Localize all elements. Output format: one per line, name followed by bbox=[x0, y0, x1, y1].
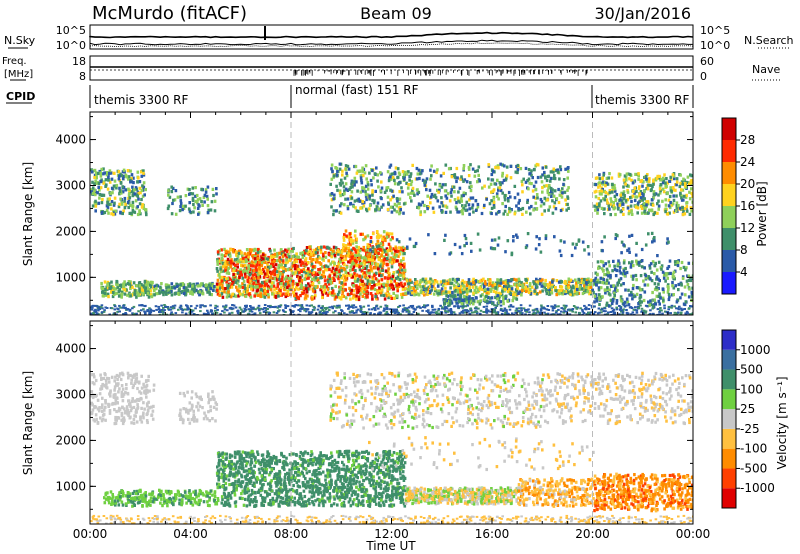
x-tick-label: 04:00 bbox=[173, 527, 208, 541]
freq-left-tick-top: 18 bbox=[72, 55, 86, 68]
date-title: 30/Jan/2016 bbox=[594, 4, 691, 23]
colorbar-segment bbox=[722, 409, 736, 429]
y-tick-label: 4000 bbox=[55, 342, 86, 356]
power-colorbar-label: Power [dB] bbox=[755, 181, 769, 246]
y-tick-label: 2000 bbox=[55, 224, 86, 238]
colorbar-segment bbox=[722, 369, 736, 390]
noise-right-tick-top: 10^5 bbox=[700, 24, 730, 37]
colorbar-segment bbox=[722, 428, 736, 449]
x-tick-label: 16:00 bbox=[475, 527, 510, 541]
power-colorbar-tick: 20 bbox=[740, 177, 755, 191]
colorbar-segment bbox=[722, 389, 736, 410]
y-tick-label: 3000 bbox=[55, 178, 86, 192]
radar-title: McMurdo (fitACF) bbox=[92, 3, 247, 24]
colorbar-segment bbox=[722, 206, 736, 228]
freq-right-tick-top: 60 bbox=[700, 55, 714, 68]
velocity-colorbar-tick: -100 bbox=[740, 442, 767, 456]
velocity-colorbar-tick: -1000 bbox=[740, 481, 775, 495]
velocity-ylabel: Slant Range [km] bbox=[21, 371, 35, 475]
y-tick-label: 2000 bbox=[55, 433, 86, 447]
cpid-panel: CPID themis 3300 RF normal (fast) 151 RF… bbox=[6, 83, 694, 108]
y-tick-label: 3000 bbox=[55, 387, 86, 401]
y-tick-label: 1000 bbox=[55, 479, 86, 493]
x-tick-label: 20:00 bbox=[575, 527, 610, 541]
power-colorbar-tick: 8 bbox=[740, 243, 748, 257]
velocity-colorbar-tick: -25 bbox=[740, 422, 760, 436]
beam-title: Beam 09 bbox=[360, 4, 432, 23]
time-axis: 00:00 04:00 08:00 12:00 16:00 20:00 00:00 bbox=[73, 527, 711, 541]
y-tick-label: 4000 bbox=[55, 133, 86, 147]
velocity-colorbar-tick: 100 bbox=[740, 382, 763, 396]
power-ylabel: Slant Range [km] bbox=[21, 162, 35, 266]
velocity-colorbar-label: Velocity [m s⁻¹] bbox=[775, 376, 789, 469]
velocity-colorbar-tick: 25 bbox=[740, 402, 755, 416]
x-tick-label: 00:00 bbox=[676, 527, 711, 541]
noise-search-label: N.Search bbox=[744, 34, 794, 47]
x-tick-label: 08:00 bbox=[274, 527, 309, 541]
freq-label: Freq. bbox=[2, 56, 27, 67]
cpid-segment-2: normal (fast) 151 RF bbox=[295, 83, 419, 97]
noise-right-tick-bottom: 10^0 bbox=[700, 39, 730, 52]
velocity-panel: 1000 2000 3000 4000 Slant Range [km] bbox=[21, 320, 694, 525]
noise-sky-label: N.Sky bbox=[4, 34, 36, 47]
freq-left-tick-bottom: 8 bbox=[79, 70, 86, 83]
noise-left-tick-bottom: 10^0 bbox=[56, 39, 86, 52]
nave-label: Nave bbox=[752, 63, 780, 76]
x-tick-label: 12:00 bbox=[374, 527, 409, 541]
colorbar-segment bbox=[722, 250, 736, 272]
colorbar-segment bbox=[722, 184, 736, 206]
colorbar-segment bbox=[722, 162, 736, 184]
power-colorbar-tick: 12 bbox=[740, 221, 755, 235]
power-colorbar-tick: 24 bbox=[740, 155, 755, 169]
velocity-colorbar: 1000 500 100 25 -25 -100 -500 -1000 bbox=[721, 329, 775, 509]
cpid-segment-1: themis 3300 RF bbox=[94, 93, 188, 107]
power-colorbar-tick: 28 bbox=[740, 133, 755, 147]
x-tick-label: 00:00 bbox=[73, 527, 108, 541]
colorbar-segment bbox=[722, 272, 736, 294]
colorbar-segment bbox=[722, 468, 736, 489]
noise-left-tick-top: 10^5 bbox=[56, 24, 86, 37]
power-panel: 1000 2000 3000 4000 Slant Range [km] bbox=[21, 111, 694, 316]
cpid-label: CPID bbox=[6, 90, 35, 103]
y-tick-label: 1000 bbox=[55, 270, 86, 284]
colorbar-segment bbox=[722, 228, 736, 250]
colorbar-segment bbox=[722, 330, 736, 350]
power-colorbar: 4 8 12 16 20 24 28 bbox=[721, 117, 755, 295]
freq-unit-label: [MHz] bbox=[4, 69, 33, 80]
colorbar-segment bbox=[722, 349, 736, 370]
velocity-colorbar-tick: 500 bbox=[740, 363, 763, 377]
cpid-segment-3: themis 3300 RF bbox=[595, 93, 689, 107]
colorbar-segment bbox=[722, 448, 736, 469]
freq-right-tick-bottom: 0 bbox=[700, 70, 707, 83]
noise-panel: N.Sky 10^5 10^0 10^5 10^0 N.Search bbox=[4, 24, 794, 52]
power-colorbar-tick: 16 bbox=[740, 199, 755, 213]
velocity-colorbar-tick: -500 bbox=[740, 461, 767, 475]
colorbar-segment bbox=[722, 118, 736, 140]
colorbar-segment bbox=[722, 488, 736, 508]
time-xlabel: Time UT bbox=[365, 539, 416, 553]
velocity-colorbar-tick: 1000 bbox=[740, 343, 771, 357]
freq-panel: Freq. [MHz] 18 8 60 0 Nave bbox=[2, 55, 780, 83]
colorbar-segment bbox=[722, 140, 736, 162]
power-colorbar-tick: 4 bbox=[740, 265, 748, 279]
